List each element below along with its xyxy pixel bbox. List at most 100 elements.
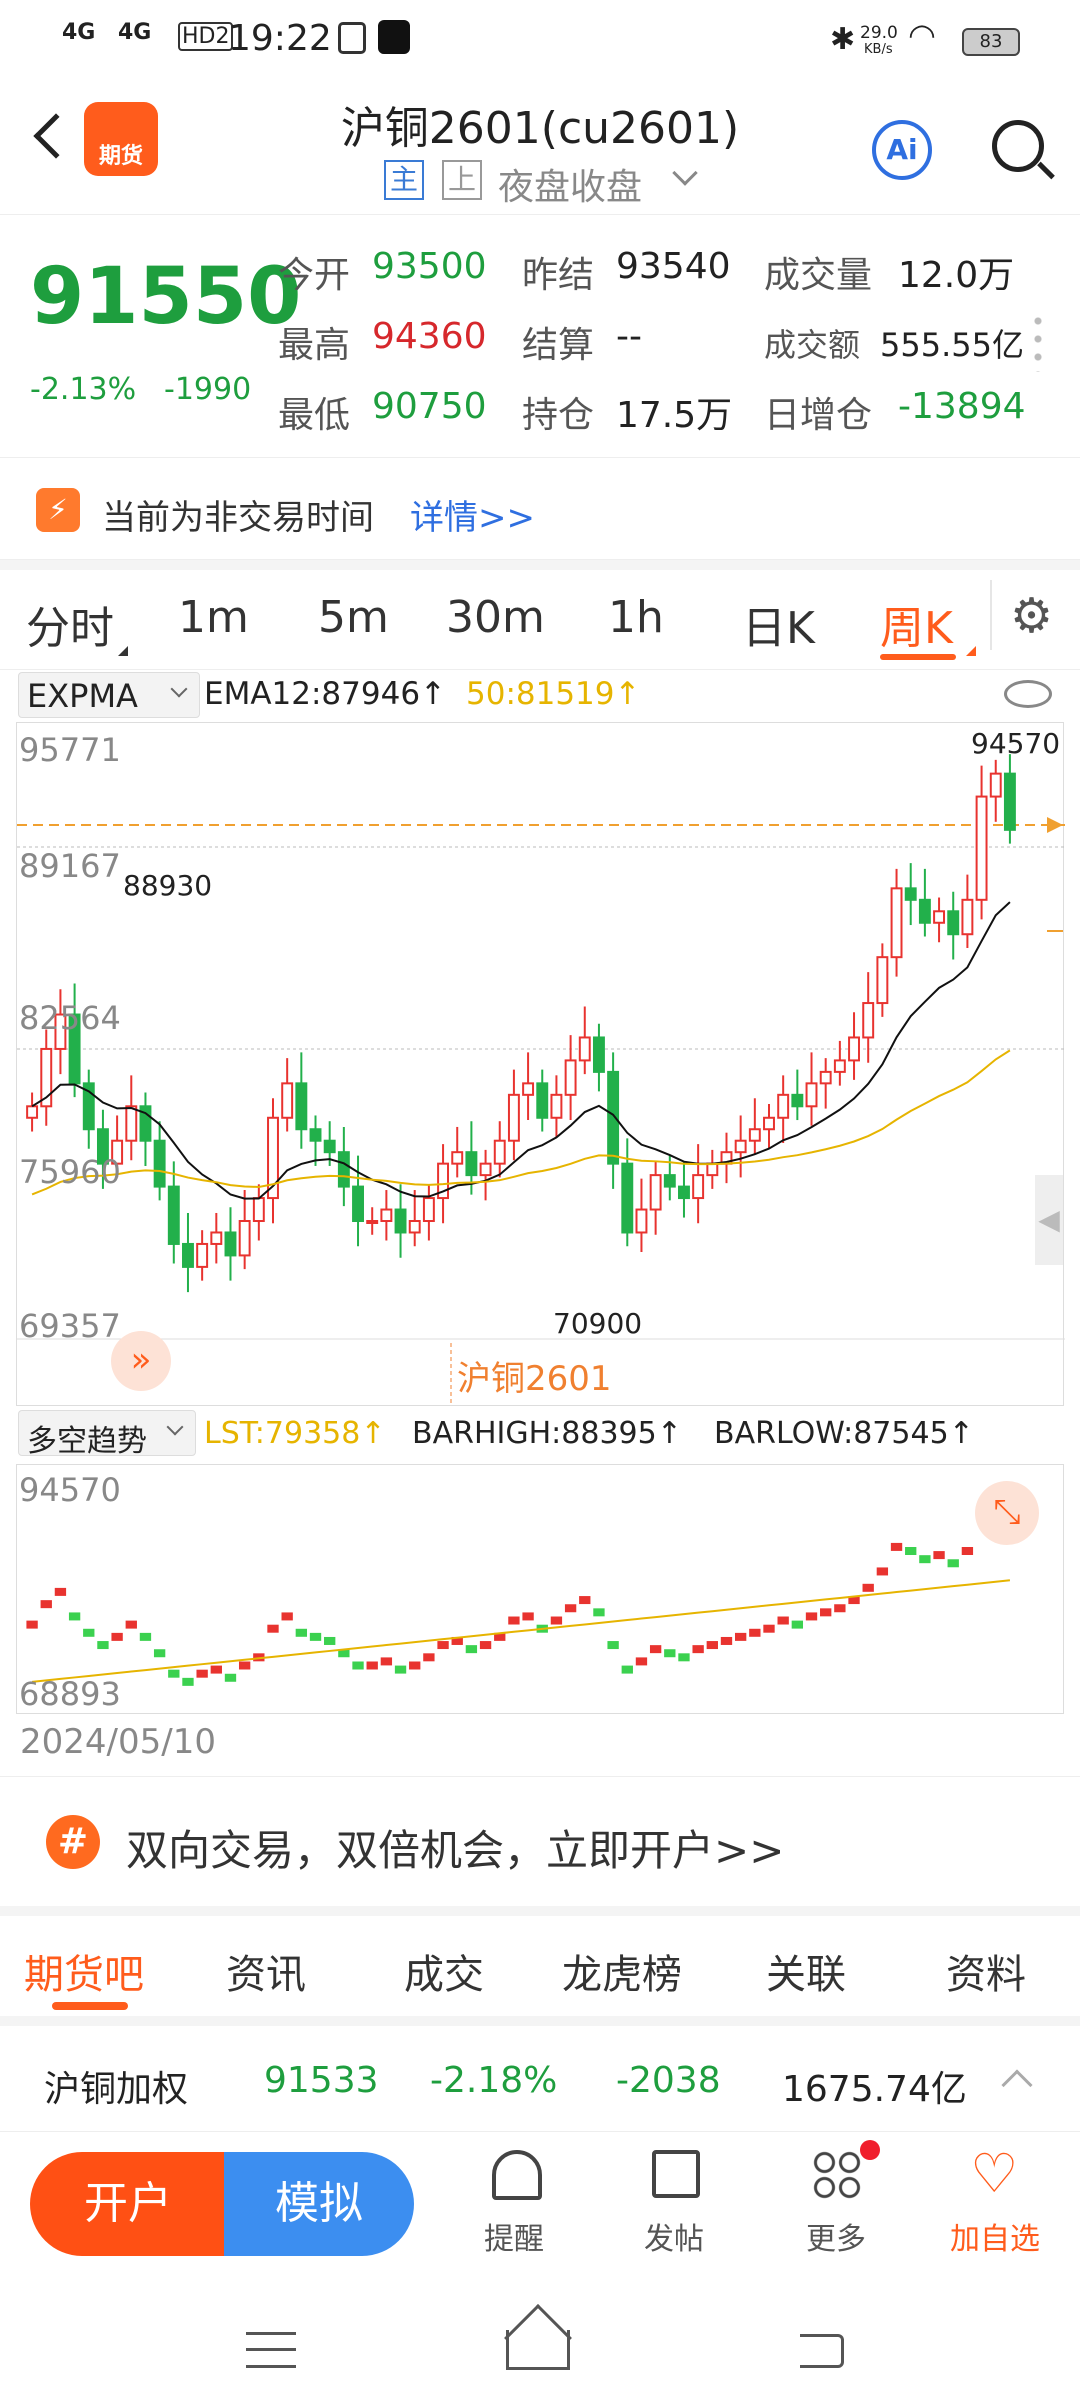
tab-5m[interactable]: 5m bbox=[318, 592, 389, 643]
trend-bar bbox=[905, 1547, 917, 1556]
barlow-value: BARLOW:87545↑ bbox=[714, 1416, 974, 1451]
mark-label: 88930 bbox=[123, 869, 213, 902]
battery: 83 bbox=[962, 28, 1020, 56]
candle bbox=[26, 1105, 39, 1119]
candle bbox=[522, 1082, 535, 1096]
session-select[interactable]: 夜盘收盘 bbox=[498, 167, 643, 208]
start-date: 2024/05/10 bbox=[20, 1722, 216, 1762]
high-value: 94360 bbox=[372, 316, 487, 357]
collapse-handle[interactable]: ◀ bbox=[1035, 1175, 1063, 1265]
trend-bar bbox=[820, 1608, 832, 1617]
tab-related[interactable]: 关联 bbox=[766, 1952, 846, 1998]
gear-icon[interactable]: ⚙ bbox=[1010, 588, 1054, 644]
trend-bar bbox=[720, 1636, 733, 1645]
candle bbox=[366, 1220, 379, 1225]
y-label-3: 82564 bbox=[19, 999, 121, 1037]
trend-chart[interactable]: 94570 68893 ⤡ bbox=[16, 1464, 1064, 1714]
trend-bar bbox=[83, 1628, 95, 1637]
tab-profile[interactable]: 资料 bbox=[946, 1952, 1026, 1998]
settle-value: -- bbox=[616, 316, 642, 357]
tag-up[interactable]: 上 bbox=[442, 160, 482, 200]
promo-banner[interactable]: # 双向交易，双倍机会，立即开户>> bbox=[0, 1776, 1080, 1916]
indicator2-select[interactable]: 多空趋势 bbox=[18, 1410, 196, 1459]
candle bbox=[805, 1082, 818, 1108]
tag-main[interactable]: 主 bbox=[384, 160, 424, 200]
trend-svg bbox=[26, 1502, 1016, 1686]
eye-icon[interactable] bbox=[1004, 680, 1052, 708]
home-icon[interactable] bbox=[506, 2330, 570, 2370]
expand-icon[interactable]: ⤡ bbox=[975, 1481, 1039, 1545]
trend-bar bbox=[933, 1551, 945, 1560]
sub-top-label: 94570 bbox=[19, 1471, 121, 1509]
ema50-value: 50:81519↑ bbox=[466, 676, 641, 712]
ai-button[interactable]: Ai bbox=[872, 120, 932, 180]
lightning-icon: ⚡ bbox=[36, 488, 80, 532]
candle bbox=[734, 1139, 747, 1154]
more-dots-icon[interactable] bbox=[1034, 312, 1042, 372]
open-account-button[interactable]: 开户 bbox=[30, 2152, 226, 2256]
candle bbox=[550, 1093, 563, 1119]
last-price: 91550 bbox=[30, 252, 302, 342]
notice-link[interactable]: 详情>> bbox=[410, 498, 535, 538]
candle bbox=[465, 1151, 478, 1177]
y-label-1: 95771 bbox=[19, 731, 121, 769]
candle bbox=[848, 1036, 860, 1062]
trend-bar bbox=[522, 1612, 534, 1621]
kline-chart[interactable]: 95771 89167 82564 75960 69357 94570 8893… bbox=[16, 722, 1065, 1406]
menu-icon[interactable] bbox=[246, 2332, 296, 2368]
trend-bar bbox=[423, 1653, 435, 1662]
back-nav-icon[interactable] bbox=[800, 2334, 844, 2368]
weighted-amount: 1675.74亿 bbox=[782, 2069, 967, 2110]
candle bbox=[295, 1082, 308, 1131]
tab-daily[interactable]: 日K bbox=[742, 603, 815, 654]
candle bbox=[54, 1013, 67, 1050]
candle bbox=[210, 1231, 223, 1245]
double-chevron-icon[interactable]: » bbox=[111, 1331, 171, 1391]
trend-bar bbox=[848, 1596, 860, 1605]
tab-weekly-arrow bbox=[966, 646, 976, 656]
weighted-pct: -2.18% bbox=[430, 2060, 558, 2101]
trend-bar bbox=[295, 1628, 308, 1637]
heart-icon[interactable]: ♡ bbox=[970, 2142, 1019, 2205]
trend-bar bbox=[564, 1604, 577, 1613]
status-bar: 4G 4G HD2 19:22 ✱ 29.0 KB/s ◠ 83 bbox=[0, 0, 1080, 80]
tab-30m[interactable]: 30m bbox=[446, 592, 545, 643]
tab-trades[interactable]: 成交 bbox=[404, 1952, 484, 1998]
candle bbox=[82, 1082, 95, 1131]
edit-icon[interactable] bbox=[652, 2150, 700, 2198]
tab-ranking[interactable]: 龙虎榜 bbox=[562, 1952, 682, 1998]
trend-bar bbox=[834, 1604, 846, 1613]
candle bbox=[876, 956, 889, 1005]
oi-value: 17.5万 bbox=[616, 395, 733, 436]
divider bbox=[0, 560, 1080, 570]
trend-bar bbox=[26, 1620, 38, 1629]
bell-icon[interactable] bbox=[492, 2150, 542, 2200]
chevron-down-icon[interactable] bbox=[672, 160, 698, 186]
trend-bar bbox=[196, 1669, 208, 1678]
trend-bar bbox=[607, 1641, 619, 1650]
tab-news[interactable]: 资讯 bbox=[226, 1952, 306, 1998]
weighted-row[interactable]: 沪铜加权 91533 -2.18% -2038 1675.74亿 bbox=[0, 2032, 1080, 2132]
candle bbox=[196, 1242, 209, 1268]
tab-weekly[interactable]: 周K bbox=[880, 603, 953, 654]
trend-bar bbox=[451, 1636, 463, 1645]
trend-bar bbox=[479, 1641, 492, 1650]
tab-1h[interactable]: 1h bbox=[608, 592, 664, 643]
chevron-up-icon[interactable] bbox=[1001, 2069, 1033, 2101]
tab-timeshare[interactable]: 分时 bbox=[26, 603, 114, 654]
indicator-select[interactable]: EXPMA bbox=[18, 672, 200, 718]
notice-bar: ⚡ 当前为非交易时间 详情>> bbox=[0, 460, 1080, 560]
candle bbox=[748, 1128, 761, 1142]
trend-bar bbox=[437, 1641, 449, 1650]
candle bbox=[918, 898, 931, 924]
signal-1: 4G bbox=[62, 20, 96, 45]
tab-1m[interactable]: 1m bbox=[178, 592, 249, 643]
tab-forum[interactable]: 期货吧 bbox=[24, 1952, 144, 1998]
trend-bar bbox=[54, 1587, 67, 1596]
candle bbox=[96, 1128, 109, 1165]
candle bbox=[167, 1185, 180, 1245]
low-value: 90750 bbox=[372, 386, 487, 427]
simulate-button[interactable]: 模拟 bbox=[224, 2152, 414, 2256]
search-icon[interactable] bbox=[992, 120, 1044, 172]
more-grid-icon[interactable] bbox=[812, 2150, 862, 2200]
